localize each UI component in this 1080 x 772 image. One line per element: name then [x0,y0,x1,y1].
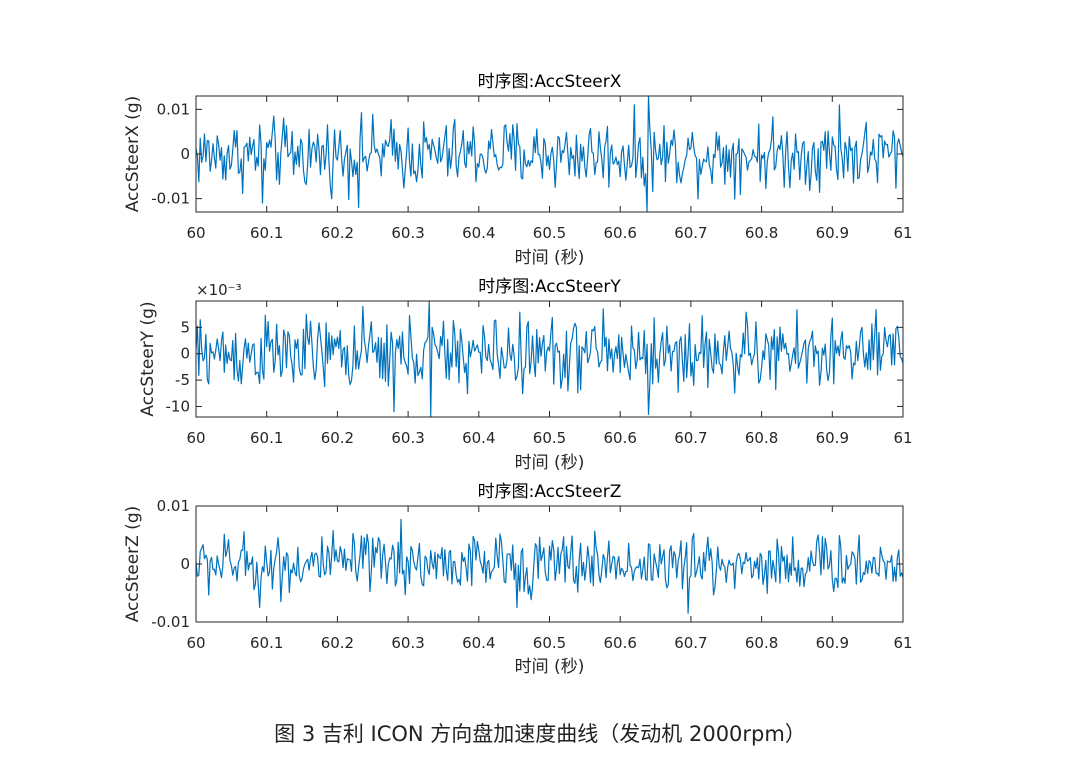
subplot-2: 60 60.1 60.2 60.3 60.4 60.5 60.6 60.7 60.8 60.9 61… [138,277,913,473]
x-tick-label: 60.9 [816,429,849,447]
subplot-title: 时序图:AccSteerY [478,277,621,297]
x-tick-label: 60.4 [462,429,495,447]
x-tick-label: 60.7 [674,429,707,447]
y-axis-label: AccSteerZ (g) [123,506,143,623]
y-tick-label: 0 [180,555,190,573]
x-tick-label: 60.6 [603,429,636,447]
x-tick-label: 60.7 [674,224,707,242]
x-tick-label: 60.8 [745,634,778,652]
x-axis-label: 时间 (秒) [515,453,585,473]
x-tick-label: 60.4 [462,224,495,242]
figure-caption: 图 3 吉利 ICON 方向盘加速度曲线（发动机 2000rpm） [274,722,806,746]
y-tick-label: -10 [166,397,191,415]
x-tick-label: 60.7 [674,634,707,652]
x-tick-label: 60.6 [603,634,636,652]
y-tick-label: -0.01 [151,190,190,208]
series-line-AccSteerZ [195,518,904,614]
x-tick-label: 60.1 [250,634,283,652]
x-tick-label: 60.9 [816,634,849,652]
x-tick-label: 61 [893,429,912,447]
x-tick-label: 60.8 [745,224,778,242]
x-tick-label: 61 [893,224,912,242]
y-axis-label: AccSteerY (g) [138,301,158,416]
x-tick-label: 60.2 [321,224,354,242]
subplot-3: 60 60.1 60.2 60.3 60.4 60.5 60.6 60.7 60.8 60.9 61… [123,482,913,677]
subplot-title: 时序图:AccSteerZ [478,482,622,502]
x-tick-label: 60 [186,429,205,447]
y-tick-label: 0.01 [157,497,190,515]
x-tick-label: 60.1 [250,429,283,447]
x-tick-label: 60.2 [321,429,354,447]
y-tick-label: 5 [180,318,190,336]
y-tick-label: -0.01 [151,613,190,631]
x-tick-label: 60.5 [533,224,566,242]
x-tick-label: 60.3 [391,634,424,652]
subplot-title: 时序图:AccSteerX [478,72,622,92]
series-line-AccSteerY [195,300,904,418]
plot-area [196,301,903,417]
x-axis-label: 时间 (秒) [515,248,585,268]
y-axis-label: AccSteerX (g) [123,96,143,213]
y-tick-label: 0 [180,145,190,163]
x-tick-label: 60.3 [391,224,424,242]
x-tick-label: 60.6 [603,224,636,242]
x-tick-label: 60.3 [391,429,424,447]
y-exponent-label: ×10⁻³ [196,281,242,299]
x-tick-label: 60.1 [250,224,283,242]
x-tick-label: 60.8 [745,429,778,447]
y-tick-label: 0.01 [157,100,190,118]
x-tick-label: 60 [186,634,205,652]
x-tick-label: 60.2 [321,634,354,652]
plot-area [196,506,903,622]
y-tick-label: -5 [175,371,190,389]
subplot-1: 60 60.1 60.2 60.3 60.4 60.5 60.6 60.7 60.8 60.9 61… [123,72,913,268]
x-tick-label: 61 [893,634,912,652]
series-line-AccSteerX [195,95,904,213]
x-axis-label: 时间 (秒) [515,657,585,677]
x-tick-label: 60.5 [533,634,566,652]
x-tick-label: 60.5 [533,429,566,447]
x-tick-label: 60.4 [462,634,495,652]
x-tick-label: 60 [186,224,205,242]
y-tick-label: 0 [180,345,190,363]
x-tick-label: 60.9 [816,224,849,242]
